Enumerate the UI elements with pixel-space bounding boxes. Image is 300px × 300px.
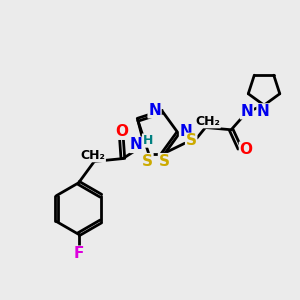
Text: F: F <box>74 246 84 261</box>
Text: CH₂: CH₂ <box>80 148 105 162</box>
Text: CH₂: CH₂ <box>195 115 220 128</box>
Text: H: H <box>142 134 153 147</box>
Text: O: O <box>115 124 128 139</box>
Text: N: N <box>130 137 143 152</box>
Text: N: N <box>180 124 192 139</box>
Text: N: N <box>241 104 253 119</box>
Text: S: S <box>158 154 169 169</box>
Text: S: S <box>186 134 197 148</box>
Text: O: O <box>239 142 253 157</box>
Text: N: N <box>257 104 270 119</box>
Text: S: S <box>142 154 153 169</box>
Text: N: N <box>148 103 161 118</box>
